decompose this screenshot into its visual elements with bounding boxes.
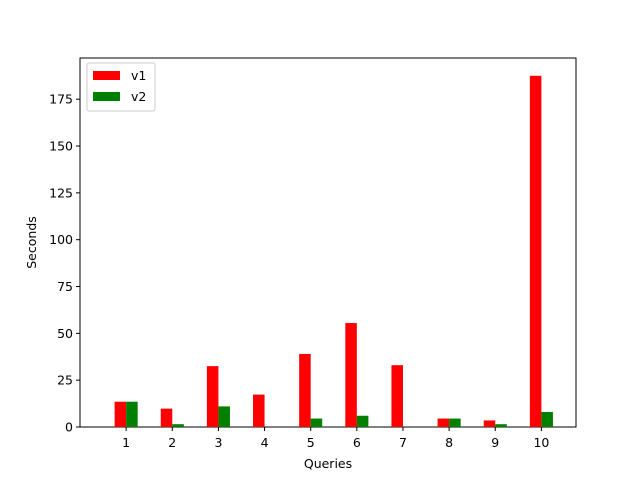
- y-axis-ticks: 0 25 50 75 100 125 150 175: [49, 92, 80, 435]
- bar-v2-query-3: [218, 406, 230, 427]
- x-tick-label: 3: [214, 435, 222, 450]
- bar-v1-query-10: [529, 75, 542, 427]
- bar-v2-query-2: [172, 424, 184, 427]
- x-tick-label: 10: [533, 435, 549, 450]
- bar-v1-query-3: [206, 366, 219, 427]
- x-tick-label: 5: [307, 435, 315, 450]
- y-tick-label: 50: [57, 326, 73, 341]
- x-tick-label: 4: [261, 435, 269, 450]
- bar-v2-query-1: [126, 401, 138, 427]
- y-tick-label: 75: [57, 279, 73, 294]
- y-tick-label: 125: [49, 185, 73, 200]
- bar-v1-query-5: [299, 353, 311, 427]
- x-tick-label: 9: [491, 435, 499, 450]
- bar-v1-query-2: [160, 408, 173, 427]
- bar-v2-query-8: [449, 418, 461, 427]
- y-axis-label: Seconds: [24, 216, 39, 269]
- x-axis-label: Queries: [304, 456, 352, 471]
- x-axis-ticks: 1 2 3 4 5 6 7 8 9 10: [122, 427, 549, 450]
- bar-v2-query-5: [310, 418, 323, 427]
- bar-v1-query-1: [114, 401, 127, 427]
- plot-area: [79, 57, 577, 428]
- bar-group: [114, 75, 553, 427]
- y-tick-label: 100: [49, 232, 73, 247]
- y-tick-label: 150: [49, 139, 73, 154]
- y-tick-label: 0: [65, 420, 73, 435]
- x-tick-label: 1: [122, 435, 130, 450]
- bar-v1-query-4: [253, 394, 265, 427]
- bar-v2-query-10: [541, 412, 553, 427]
- x-tick-label: 7: [399, 435, 407, 450]
- bar-v2-query-9: [495, 424, 507, 427]
- legend-swatch-v2: [93, 92, 120, 101]
- legend: v1 v2: [86, 62, 156, 112]
- bar-v1-query-7: [391, 365, 403, 427]
- bar-v2-query-6: [356, 415, 369, 427]
- bar-v1-query-8: [437, 418, 450, 427]
- x-tick-label: 2: [168, 435, 176, 450]
- bar-v1-query-6: [345, 323, 357, 427]
- legend-label-v2: v2: [131, 89, 146, 104]
- y-tick-label: 175: [49, 92, 73, 107]
- legend-swatch-v1: [93, 71, 120, 80]
- legend-label-v1: v1: [131, 68, 146, 83]
- y-tick-label: 25: [57, 373, 73, 388]
- x-tick-label: 8: [445, 435, 453, 450]
- bar-v1-query-9: [483, 420, 496, 427]
- x-tick-label: 6: [353, 435, 361, 450]
